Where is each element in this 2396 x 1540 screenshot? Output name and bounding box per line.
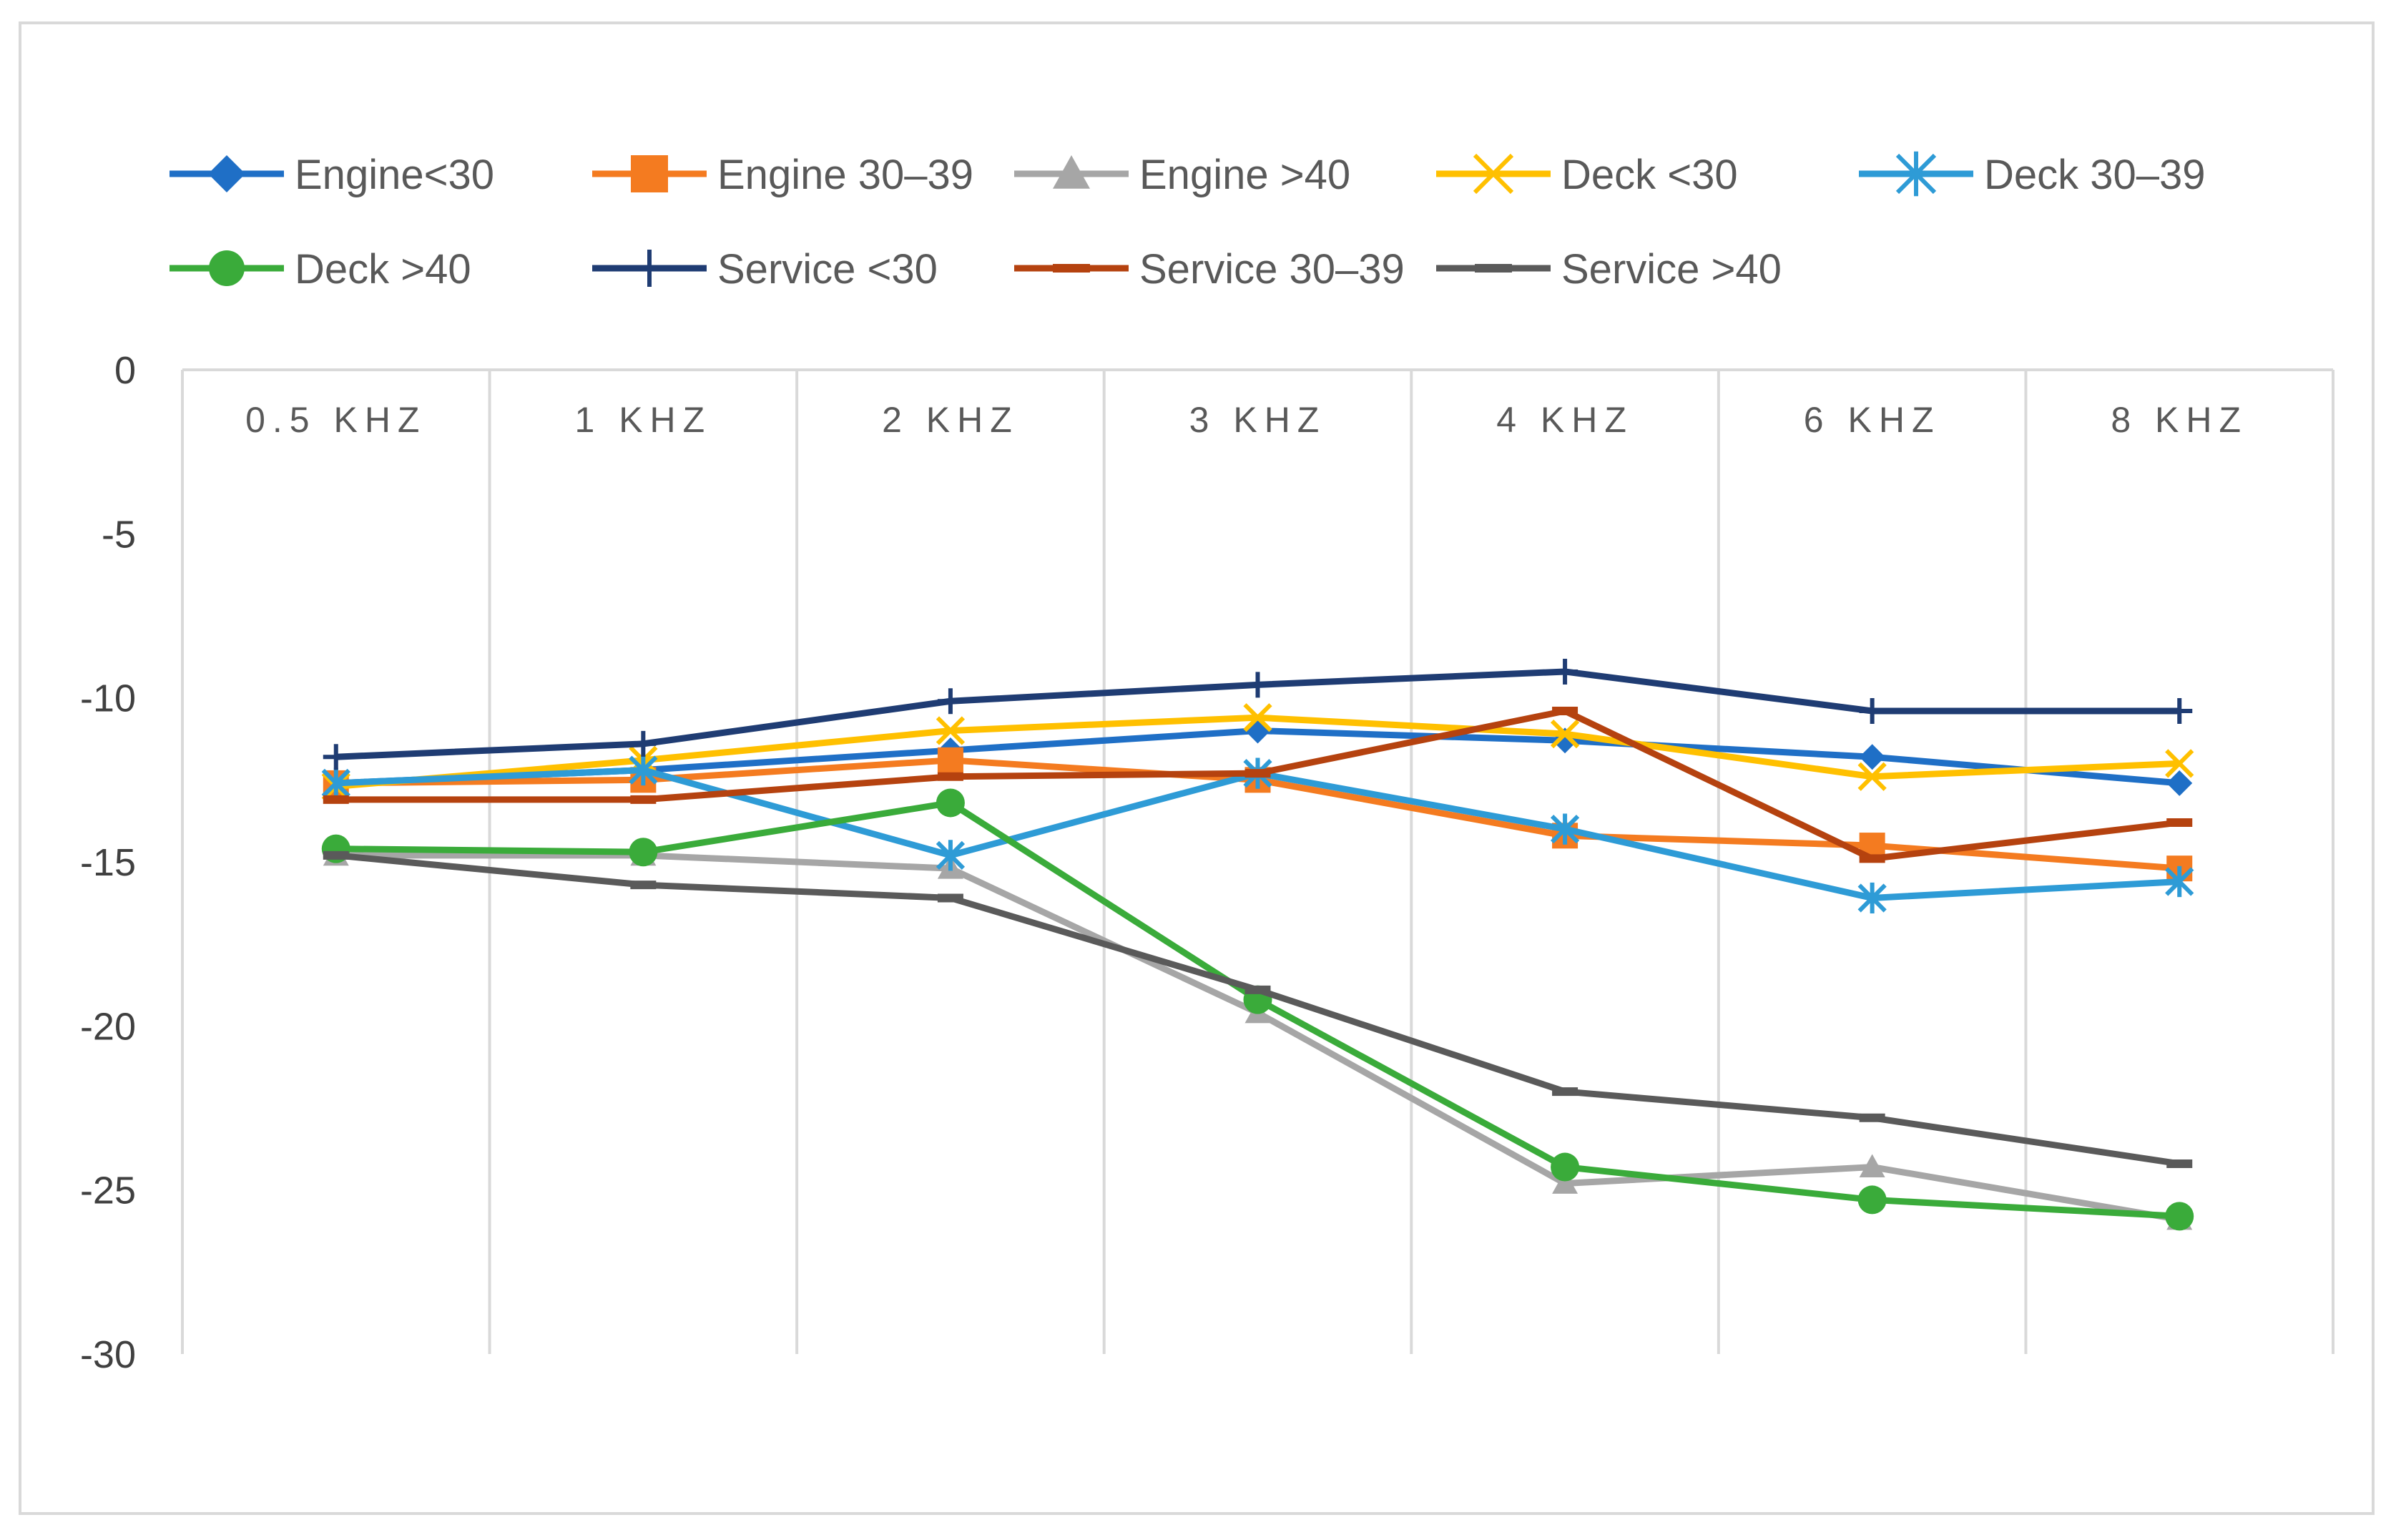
data-point xyxy=(323,744,349,770)
legend-item: Service 30–39 xyxy=(1014,246,1405,293)
data-point xyxy=(1859,1154,1885,1177)
y-tick-labels: 0 -5 -10 -15 -20 -25 -30 xyxy=(80,349,136,1376)
data-point xyxy=(1550,813,1580,845)
legend-label: Deck 30–39 xyxy=(1984,152,2206,198)
legend-item: Service <30 xyxy=(592,246,938,293)
data-point xyxy=(1859,698,1885,725)
legend-label: Service 30–39 xyxy=(1139,246,1405,293)
data-point xyxy=(630,730,657,757)
series-deck-40 xyxy=(321,788,2194,1231)
data-point xyxy=(209,250,245,286)
data-point xyxy=(208,155,245,192)
legend-item: Deck >40 xyxy=(170,246,471,293)
legend: Engine<30 Engine 30–39 Engine >40 Deck <30 D… xyxy=(170,151,2206,293)
data-point xyxy=(2165,1202,2194,1231)
data-point xyxy=(2165,749,2194,778)
data-point xyxy=(937,688,963,715)
legend-label: Engine >40 xyxy=(1139,152,1350,198)
data-point xyxy=(629,754,658,786)
legend-label: Deck <30 xyxy=(1561,152,1738,198)
series-line xyxy=(335,852,2180,1223)
data-point xyxy=(2166,698,2193,725)
legend-item: Engine<30 xyxy=(170,152,494,198)
legend-item: Service >40 xyxy=(1436,246,1782,293)
x-tick-label: 2 KHZ xyxy=(882,400,1019,440)
data-point xyxy=(631,155,668,192)
data-point xyxy=(1550,719,1580,749)
y-tick-label: -25 xyxy=(80,1169,136,1212)
data-point xyxy=(1552,658,1578,685)
x-tick-label: 8 KHZ xyxy=(2111,400,2248,440)
y-tick-label: -10 xyxy=(80,677,136,720)
data-point xyxy=(936,840,966,871)
legend-label: Deck >40 xyxy=(295,246,471,293)
series-service-30-39 xyxy=(323,707,2193,863)
data-point xyxy=(936,788,965,818)
x-tick-label: 3 KHZ xyxy=(1189,400,1327,440)
series-service-30 xyxy=(323,658,2193,770)
data-point xyxy=(1857,882,1887,914)
data-point xyxy=(629,838,658,867)
legend-label: Service >40 xyxy=(1561,246,1782,293)
data-point xyxy=(1473,153,1514,195)
data-point xyxy=(321,767,350,799)
series-engine-40 xyxy=(323,842,2193,1230)
x-tick-label: 6 KHZ xyxy=(1804,400,1941,440)
legend-item: Deck <30 xyxy=(1436,152,1738,198)
y-tick-label: 0 xyxy=(114,349,136,392)
data-point xyxy=(1859,744,1885,770)
data-point xyxy=(1551,1152,1580,1182)
legend-item: Deck 30–39 xyxy=(1859,151,2206,198)
data-point xyxy=(1243,703,1272,732)
data-point xyxy=(1857,1185,1887,1215)
data-point xyxy=(2165,865,2194,898)
series-layer xyxy=(321,658,2194,1231)
x-tick-label: 0.5 KHZ xyxy=(245,400,426,440)
x-tick-label: 4 KHZ xyxy=(1496,400,1634,440)
data-point xyxy=(631,250,668,287)
data-point xyxy=(1053,155,1090,189)
y-tick-label: -15 xyxy=(80,841,136,884)
legend-label: Engine 30–39 xyxy=(717,152,973,198)
data-point xyxy=(936,716,966,745)
data-point xyxy=(1244,672,1271,698)
y-tick-label: -30 xyxy=(80,1333,136,1376)
data-point xyxy=(1857,762,1887,791)
data-point xyxy=(1244,717,1271,744)
legend-item: Engine >40 xyxy=(1014,152,1350,198)
legend-label: Engine<30 xyxy=(295,152,494,198)
x-tick-label: 1 KHZ xyxy=(575,400,712,440)
y-tick-label: -20 xyxy=(80,1005,136,1048)
data-point xyxy=(937,747,963,773)
y-tick-label: -5 xyxy=(102,513,136,556)
data-point xyxy=(1552,1170,1578,1194)
data-point xyxy=(2166,770,2193,796)
legend-label: Service <30 xyxy=(717,246,938,293)
x-tick-labels: 0.5 KHZ 1 KHZ 2 KHZ 3 KHZ 4 KHZ 6 KHZ 8 KHZ xyxy=(245,400,2248,440)
series-service-40 xyxy=(323,850,2193,1168)
legend-item: Engine 30–39 xyxy=(592,152,973,198)
data-point xyxy=(1895,151,1937,197)
